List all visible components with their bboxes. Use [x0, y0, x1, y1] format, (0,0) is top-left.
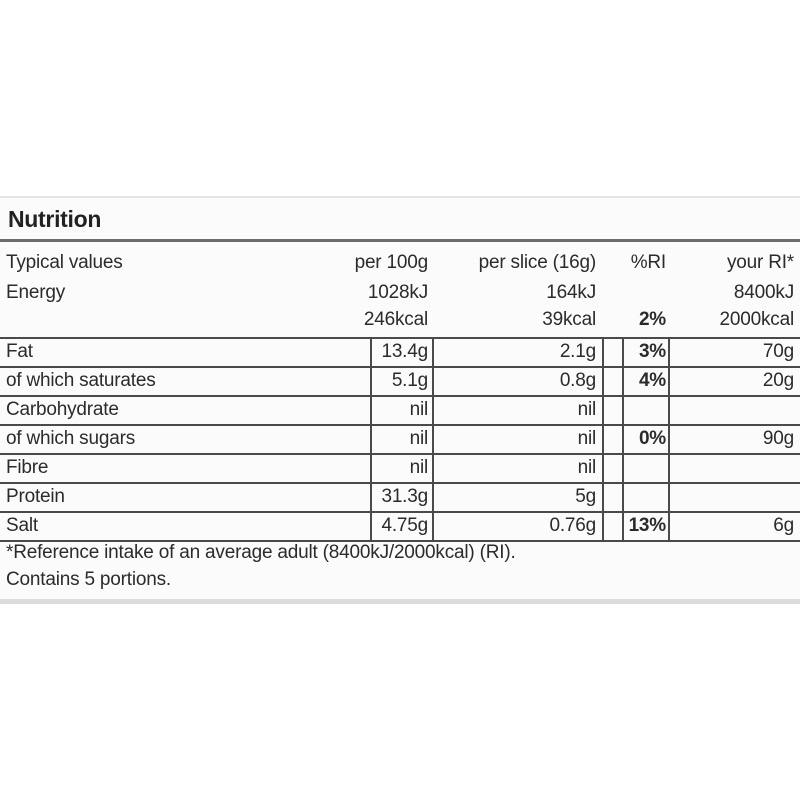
row-divider — [0, 424, 800, 426]
row-label: Fat — [6, 341, 33, 362]
row-divider — [0, 511, 800, 513]
column-divider — [432, 337, 434, 541]
column-divider — [622, 337, 624, 541]
row-per-slice: 5g — [575, 486, 596, 507]
header-typical-values: Typical values — [6, 252, 123, 273]
row-per-slice: 2.1g — [559, 341, 596, 362]
row-ri-percent: 4% — [638, 370, 666, 391]
row-per-slice: 0.8g — [559, 370, 596, 391]
row-your-ri: 6g — [773, 515, 794, 536]
energy-per-100g-kj: 1028kJ — [367, 282, 428, 303]
energy-ri-percent: 2% — [638, 309, 666, 330]
row-your-ri: 20g — [762, 370, 794, 391]
portions-note: Contains 5 portions. — [6, 569, 171, 590]
row-divider — [0, 453, 800, 455]
row-label: of which saturates — [6, 370, 156, 391]
energy-per-100g-kcal: 246kcal — [363, 309, 428, 330]
energy-per-slice-kj: 164kJ — [546, 282, 596, 303]
row-divider — [0, 482, 800, 484]
row-label: Fibre — [6, 457, 49, 478]
header-per-100g: per 100g — [354, 252, 429, 273]
row-per-100g: nil — [409, 457, 429, 478]
row-ri-percent: 0% — [638, 428, 666, 449]
row-per-slice: nil — [577, 428, 597, 449]
row-divider — [0, 337, 800, 339]
row-divider — [0, 395, 800, 397]
ri-footnote: *Reference intake of an average adult (8… — [6, 542, 516, 563]
row-per-slice: 0.76g — [549, 515, 596, 536]
energy-label: Energy — [6, 282, 66, 303]
row-ri-percent: 3% — [638, 341, 666, 362]
row-per-slice: nil — [577, 457, 597, 478]
row-per-100g: 4.75g — [381, 515, 428, 536]
nutrition-label: Nutrition Typical values per 100g per sl… — [0, 196, 800, 604]
row-per-100g: nil — [409, 428, 429, 449]
row-label: Salt — [6, 515, 38, 536]
header-your-ri: your RI* — [726, 252, 794, 273]
row-ri-percent: 13% — [628, 515, 667, 536]
row-per-slice: nil — [577, 399, 597, 420]
row-label: Carbohydrate — [6, 399, 119, 420]
nutrition-title: Nutrition — [8, 206, 102, 232]
row-your-ri: 70g — [762, 341, 794, 362]
row-label: of which sugars — [6, 428, 136, 449]
row-per-100g: 31.3g — [381, 486, 428, 507]
row-divider — [0, 366, 800, 368]
row-per-100g: nil — [409, 399, 429, 420]
title-divider — [0, 239, 800, 242]
row-per-100g: 13.4g — [381, 341, 428, 362]
row-divider — [0, 540, 800, 542]
energy-per-slice-kcal: 39kcal — [542, 309, 596, 330]
header-ri-percent: %RI — [630, 252, 666, 273]
row-your-ri: 90g — [762, 428, 794, 449]
column-divider — [668, 337, 670, 541]
row-per-100g: 5.1g — [391, 370, 428, 391]
energy-your-ri-kcal: 2000kcal — [719, 309, 795, 330]
column-divider — [602, 337, 604, 541]
energy-your-ri-kj: 8400kJ — [733, 282, 794, 303]
header-per-slice: per slice (16g) — [478, 252, 597, 273]
column-divider — [370, 337, 372, 541]
row-label: Protein — [6, 486, 65, 507]
